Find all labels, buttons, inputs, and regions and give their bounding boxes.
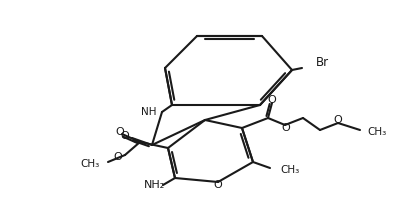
Text: O: O [113,152,122,162]
Text: O: O [267,95,276,105]
Text: Br: Br [315,55,328,68]
Text: NH: NH [141,107,157,117]
Text: NH₂: NH₂ [144,180,165,190]
Text: CH₃: CH₃ [81,159,100,169]
Text: CH₃: CH₃ [366,127,385,137]
Text: O: O [120,131,129,141]
Text: O: O [213,180,222,190]
Text: O: O [115,127,124,137]
Text: CH₃: CH₃ [279,165,299,175]
Text: O: O [281,123,290,133]
Text: O: O [333,115,342,125]
